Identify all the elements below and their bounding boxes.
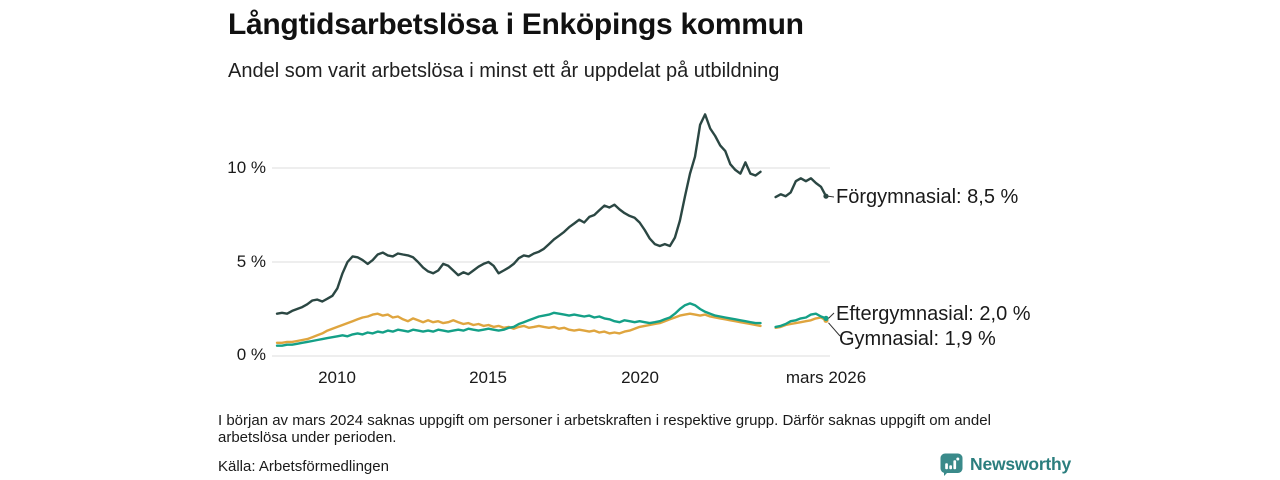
series-label-forgymnasial: Förgymnasial: 8,5 % <box>836 186 1019 208</box>
series-label-gymnasial: Gymnasial: 1,9 % <box>839 328 996 350</box>
series-line-eftergymnasial <box>275 302 828 347</box>
chart-subtitle: Andel som varit arbetslösa i minst ett å… <box>228 60 780 82</box>
x-axis-tick-label: mars 2026 <box>785 368 867 387</box>
leader-line-eftergymnasial <box>828 312 835 319</box>
newsworthy-logo-text: Newsworthy <box>970 454 1072 474</box>
x-axis-tick-label: 2010 <box>318 368 356 387</box>
leader-line-gymnasial <box>828 322 841 337</box>
footnote-text: I början av mars 2024 saknas uppgift om … <box>218 412 991 446</box>
series-endpoint-eftergymnasial <box>823 315 829 321</box>
series-label-eftergymnasial: Eftergymnasial: 2,0 % <box>836 303 1031 325</box>
x-axis-tick-label: 2015 <box>469 368 507 387</box>
newsworthy-logo: Newsworthy <box>940 453 1071 476</box>
y-axis-tick-label: 0 % <box>236 345 266 364</box>
y-axis-tick-label: 10 % <box>227 158 266 177</box>
x-axis-tick-label: 2020 <box>621 368 659 387</box>
series-line-gymnasial <box>275 312 828 344</box>
source-text: Källa: Arbetsförmedlingen <box>218 458 389 475</box>
series-line-forgymnasial <box>275 113 828 315</box>
y-axis-tick-label: 5 % <box>236 252 266 271</box>
chart-title: Långtidsarbetslösa i Enköpings kommun <box>228 8 804 41</box>
leader-line-forgymnasial <box>828 195 835 198</box>
newsworthy-logo-icon <box>940 453 963 476</box>
series-endpoint-forgymnasial <box>823 193 829 199</box>
